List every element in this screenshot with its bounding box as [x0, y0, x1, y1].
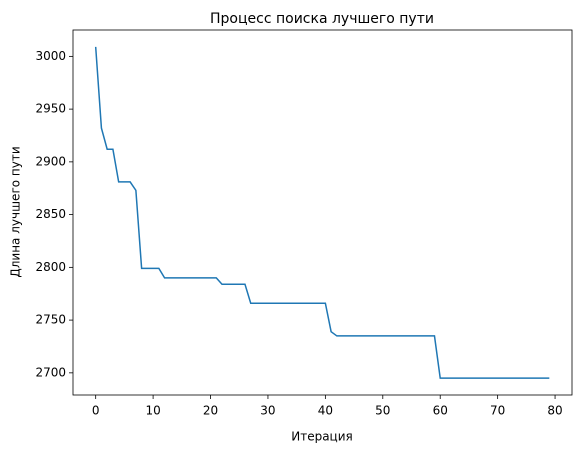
- x-tick-label: 0: [92, 404, 100, 418]
- y-tick-label: 2750: [35, 313, 66, 327]
- x-tick-label: 10: [145, 404, 160, 418]
- x-tick-label: 50: [375, 404, 390, 418]
- y-tick-label: 2950: [35, 102, 66, 116]
- x-axis-label: Итерация: [291, 430, 353, 444]
- x-tick-label: 70: [490, 404, 505, 418]
- y-tick-label: 2800: [35, 260, 66, 274]
- y-tick-label: 2850: [35, 207, 66, 221]
- x-tick-label: 20: [203, 404, 218, 418]
- x-tick-label: 60: [433, 404, 448, 418]
- plot-frame: [72, 29, 573, 396]
- y-tick-label: 2700: [35, 365, 66, 379]
- chart-title: Процесс поиска лучшего пути: [210, 11, 434, 27]
- x-tick-label: 30: [260, 404, 275, 418]
- x-tick-label: 80: [547, 404, 562, 418]
- data-line: [94, 46, 550, 379]
- x-tick-label: 40: [318, 404, 333, 418]
- y-tick-label: 3000: [35, 49, 66, 63]
- y-tick-label: 2900: [35, 154, 66, 168]
- y-axis-label: Длина лучшего пути: [9, 146, 23, 277]
